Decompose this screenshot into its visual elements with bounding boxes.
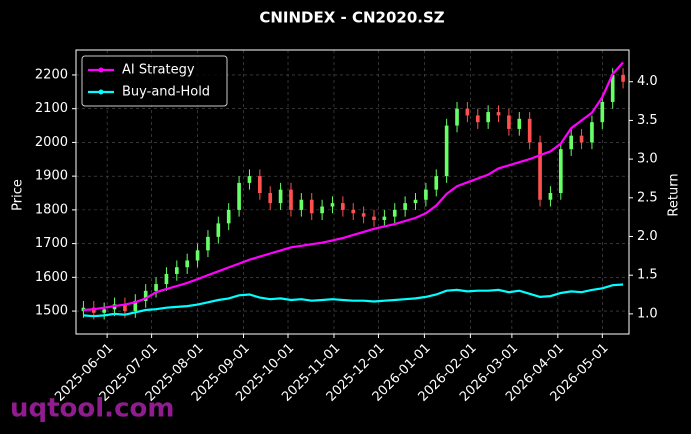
candle-body bbox=[486, 112, 490, 123]
line-series bbox=[83, 283, 624, 318]
legend-label: Buy-and-Hold bbox=[122, 85, 210, 100]
candle-body bbox=[143, 290, 148, 301]
candle-body bbox=[216, 223, 221, 237]
candle-body bbox=[309, 199, 314, 214]
candle-body bbox=[289, 189, 293, 210]
candle-body bbox=[590, 122, 594, 143]
candle-body bbox=[237, 182, 241, 210]
candle-body bbox=[351, 209, 356, 214]
y-tick-label: 2100 bbox=[35, 101, 68, 116]
candle-body bbox=[185, 260, 190, 268]
y-tick-label: 2000 bbox=[35, 135, 68, 150]
candle-body bbox=[569, 135, 574, 150]
candle-body bbox=[133, 300, 138, 312]
candle-body bbox=[247, 176, 252, 183]
y2-tick-label: 1.5 bbox=[637, 268, 658, 283]
candle-body bbox=[548, 193, 553, 200]
candle-body bbox=[558, 149, 563, 194]
y-tick-label: 1600 bbox=[35, 270, 68, 285]
candle-body bbox=[579, 135, 584, 143]
candle-body bbox=[226, 209, 231, 224]
candle-body bbox=[372, 216, 376, 220]
line-series bbox=[83, 61, 624, 312]
candle-body bbox=[258, 176, 262, 194]
candle-body bbox=[278, 189, 283, 204]
candle-body bbox=[299, 199, 304, 210]
legend-marker bbox=[98, 89, 104, 95]
y-axis-label: Price bbox=[11, 179, 26, 211]
y-tick-label: 1800 bbox=[35, 202, 68, 217]
y2-tick-label: 2.0 bbox=[637, 229, 658, 244]
candle-body bbox=[154, 284, 158, 291]
y-tick-label: 1500 bbox=[35, 304, 68, 319]
candle-body bbox=[195, 250, 200, 261]
candle-body bbox=[496, 112, 501, 116]
watermark: uqtool.com bbox=[10, 394, 174, 424]
candle-body bbox=[600, 101, 605, 123]
legend: AI Strategy Buy-and-Hold bbox=[81, 55, 228, 107]
y-tick-label: 1700 bbox=[35, 236, 68, 251]
y2-tick-label: 4.0 bbox=[637, 74, 658, 89]
candle-body bbox=[610, 74, 615, 102]
candle-body bbox=[174, 267, 179, 274]
y-tick-label: 2200 bbox=[35, 67, 68, 82]
candle-body bbox=[465, 108, 470, 116]
candle-body bbox=[330, 203, 335, 207]
candle-body bbox=[102, 309, 106, 313]
y2-tick-label: 1.0 bbox=[637, 306, 658, 321]
candle-body bbox=[621, 74, 625, 82]
candle-body bbox=[320, 206, 324, 214]
chart-title: CNINDEX - CN2020.SZ bbox=[259, 9, 444, 27]
legend-box bbox=[81, 55, 228, 107]
candle-body bbox=[206, 236, 210, 251]
y-tick-label: 1900 bbox=[35, 169, 68, 184]
candle-body bbox=[444, 125, 449, 177]
candle-body bbox=[455, 108, 459, 126]
y2-axis-label: Return bbox=[667, 173, 682, 216]
candle-body bbox=[434, 176, 439, 190]
legend-label: AI Strategy bbox=[122, 63, 195, 78]
y2-tick-label: 3.5 bbox=[637, 113, 658, 128]
candle-body bbox=[164, 273, 169, 285]
candle-body bbox=[507, 115, 511, 129]
candle-body bbox=[538, 142, 542, 200]
y2-tick-label: 2.5 bbox=[637, 190, 658, 205]
candle-body bbox=[382, 216, 387, 220]
candle-body bbox=[475, 115, 480, 123]
candle-body bbox=[361, 213, 366, 217]
candle-body bbox=[413, 199, 418, 204]
candle-body bbox=[123, 304, 127, 312]
legend-marker bbox=[98, 67, 104, 73]
y2-tick-label: 3.0 bbox=[637, 152, 658, 167]
candle-body bbox=[424, 189, 428, 200]
candle-body bbox=[268, 193, 273, 204]
candle-body bbox=[517, 118, 522, 129]
candle-body bbox=[403, 203, 407, 210]
candle-body bbox=[527, 118, 532, 143]
candle-body bbox=[341, 203, 345, 210]
candle-body bbox=[392, 209, 397, 217]
plot-frame bbox=[75, 49, 630, 335]
